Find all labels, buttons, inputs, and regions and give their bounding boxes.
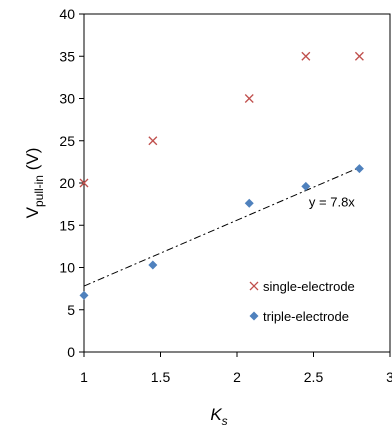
y-tick-label: 35 <box>59 48 75 64</box>
x-tick-label: 3 <box>386 369 392 385</box>
y-tick-label: 20 <box>59 175 75 191</box>
y-axis: 0 5 10 15 20 25 30 35 40 <box>59 6 84 360</box>
legend-label-triple-electrode: triple-electrode <box>263 309 349 324</box>
series-single-electrode <box>79 51 364 188</box>
x-tick-label: 1 <box>80 369 88 385</box>
y-axis-title: Vpull-in (V) <box>23 148 46 219</box>
triple-electrode-point <box>79 290 89 300</box>
y-tick-label: 10 <box>59 260 75 276</box>
triple-electrode-point <box>244 198 254 208</box>
x-tick-label: 2.5 <box>304 369 324 385</box>
x-axis: 1 1.5 2 2.5 3 <box>80 352 392 385</box>
series-layer <box>79 51 364 300</box>
x-axis-title: Ks <box>210 405 227 428</box>
plot-area <box>83 13 391 353</box>
y-tick-label: 5 <box>67 302 75 318</box>
legend-label-single-electrode: single-electrode <box>263 279 355 294</box>
x-tick-label: 1.5 <box>151 369 171 385</box>
triple-electrode-point <box>301 181 311 191</box>
x-tick-label: 2 <box>233 369 241 385</box>
single-electrode-point <box>244 94 254 103</box>
single-electrode-point <box>79 178 89 188</box>
y-axis-title-subscript: pull-in <box>32 175 46 207</box>
single-electrode-point <box>354 51 364 61</box>
legend-marker-single-electrode <box>249 281 259 291</box>
y-tick-label: 30 <box>59 91 75 107</box>
series-triple-electrode <box>79 164 364 300</box>
trendline-label: y = 7.8x <box>309 195 355 210</box>
trendline-layer <box>83 166 360 287</box>
legend-single-electrode-marker <box>249 281 259 291</box>
single-electrode-point <box>301 51 311 61</box>
y-tick-label: 0 <box>67 344 75 360</box>
y-axis-title-unit: (V) <box>23 148 42 175</box>
legend-marker-triple-electrode <box>249 311 259 321</box>
y-tick-label: 25 <box>59 133 75 149</box>
y-tick-label: 15 <box>59 217 75 233</box>
trendline <box>83 166 360 287</box>
legend: single-electrode triple-electrode <box>249 279 355 324</box>
single-electrode-point <box>148 136 158 146</box>
x-axis-title-main: K <box>210 405 222 424</box>
triple-electrode-point <box>354 164 364 174</box>
legend-triple-electrode-marker <box>249 311 259 321</box>
triple-electrode-point <box>148 260 158 270</box>
x-axis-title-subscript: s <box>222 414 228 428</box>
y-tick-label: 40 <box>59 6 75 22</box>
y-axis-title-main: V <box>23 206 42 218</box>
